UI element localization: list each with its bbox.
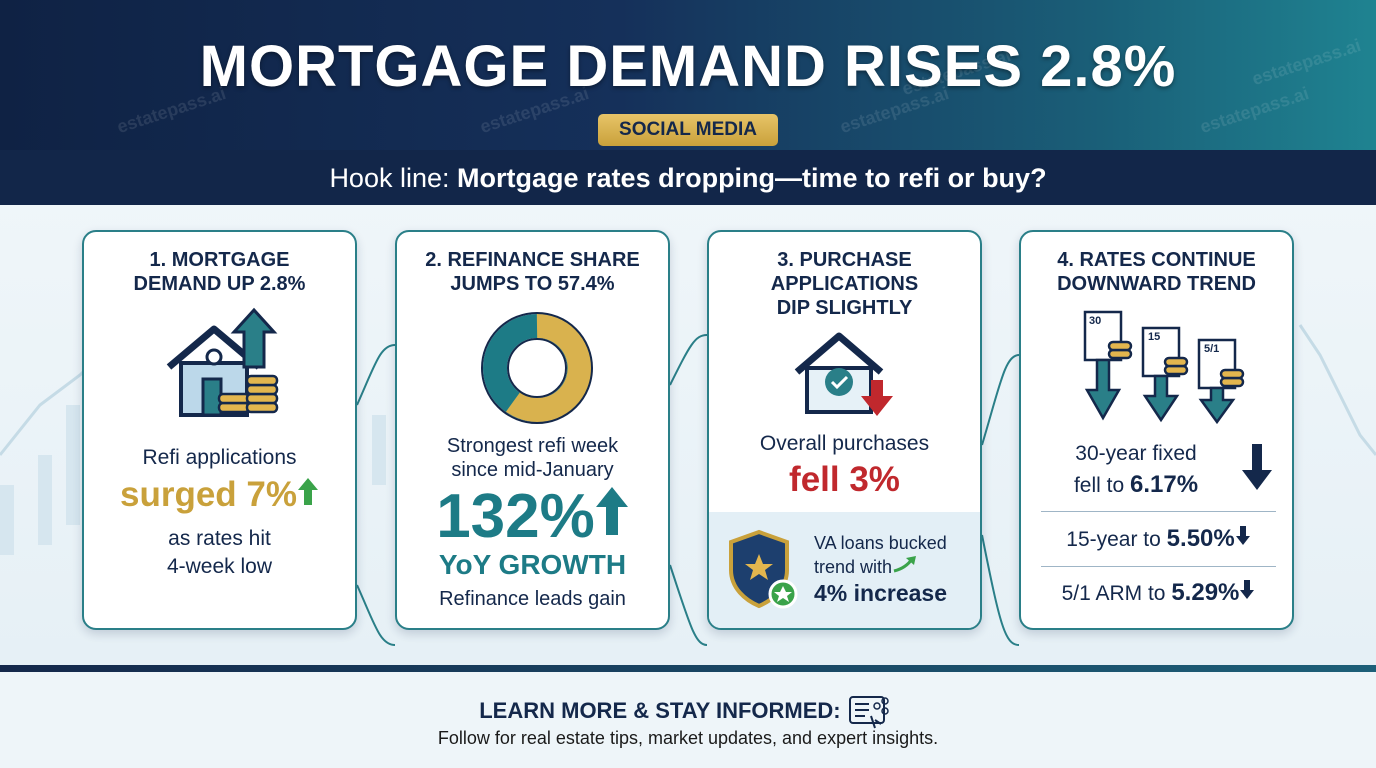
- highlight-line: surged 7%: [84, 475, 355, 515]
- callout-text: VA loans bucked: [814, 533, 947, 553]
- card-text: Overall purchases: [759, 432, 930, 455]
- rate-docs-icon: [1083, 310, 1245, 425]
- big-stat-line: 132%: [397, 484, 668, 550]
- card-title: 1. MORTGAGE: [149, 249, 290, 271]
- up-arrow: [298, 478, 318, 505]
- card-title: APPLICATIONS: [770, 273, 919, 295]
- divider: [1041, 511, 1276, 512]
- card-note: Refinance leads gain: [439, 588, 626, 610]
- trend-arrow: [893, 556, 917, 573]
- house-icon: [166, 307, 279, 417]
- rate-value: 5.29%: [1171, 579, 1240, 606]
- card: 1. MORTGAGE DEMAND UP 2.8% Refi applicat…: [82, 230, 357, 630]
- doc-label: 15: [1148, 331, 1161, 343]
- hook-line: Hook line: Mortgage rates dropping—time …: [0, 158, 1376, 198]
- rate-label: fell to: [1073, 474, 1125, 497]
- card-title: DEMAND UP 2.8%: [133, 273, 306, 295]
- rate-value: 5.50%: [1166, 525, 1235, 552]
- down-arrow: [1240, 580, 1255, 599]
- doc-label: 5/1: [1204, 343, 1220, 355]
- card-text: since mid-January: [451, 459, 614, 481]
- card-title: JUMPS TO 57.4%: [450, 273, 615, 295]
- house-check-icon: [794, 332, 893, 416]
- big-stat-label: YoY GROWTH: [438, 549, 627, 580]
- share-icon: [848, 696, 889, 729]
- divider: [1041, 566, 1276, 567]
- hook-label: Hook line:: [329, 163, 450, 193]
- card-title: 3. PURCHASE: [777, 249, 912, 271]
- up-arrow: [595, 487, 628, 535]
- card: 4. RATES CONTINUE DOWNWARD TREND 30 15 5…: [1019, 230, 1294, 630]
- rate-label: 5/1 ARM to: [1061, 582, 1166, 605]
- card: 3. PURCHASE APPLICATIONS DIP SLIGHTLY Ov…: [707, 230, 982, 630]
- card-text: Refi applications: [142, 446, 297, 469]
- card-title: DOWNWARD TREND: [1057, 273, 1256, 295]
- down-arrow: [1235, 526, 1250, 545]
- card-text: Strongest refi week: [446, 435, 619, 457]
- footer-heading-line: LEARN MORE & STAY INFORMED:: [0, 694, 1376, 730]
- card-text: as rates hit: [168, 527, 271, 550]
- footer-text: Follow for real estate tips, market upda…: [437, 728, 939, 748]
- badge: SOCIAL MEDIA: [598, 114, 778, 146]
- callout-panel: VA loans bucked trend with 4% increase: [709, 512, 980, 628]
- card-text: 4-week low: [166, 555, 273, 578]
- rate-line: 5/1 ARM to 5.29%: [1021, 578, 1292, 609]
- main-title: MORTGAGE DEMAND RISES 2.8%: [199, 34, 1177, 99]
- highlight: surged 7%: [120, 475, 297, 514]
- rate-line: 15-year to 5.50%: [1021, 524, 1292, 555]
- doc-label: 30: [1029, 315, 1101, 327]
- rate-line: fell to 6.17%: [1021, 470, 1251, 501]
- hook-band: Hook line: Mortgage rates dropping—time …: [0, 150, 1376, 205]
- hook-text: Mortgage rates dropping—time to refi or …: [457, 163, 1047, 193]
- donut-icon: [481, 312, 593, 424]
- rate-label: 30-year fixed: [1075, 442, 1197, 465]
- footer-heading: LEARN MORE & STAY INFORMED:: [479, 697, 841, 723]
- doc-label: 30: [1089, 315, 1102, 327]
- card: 2. REFINANCE SHARE JUMPS TO 57.4% Strong…: [395, 230, 670, 630]
- footer: LEARN MORE & STAY INFORMED: Follow for r…: [0, 672, 1376, 768]
- callout-text: trend with: [814, 557, 893, 577]
- highlight: fell 3%: [789, 460, 900, 499]
- header: estatepass.ai estatepass.ai estatepass.a…: [0, 0, 1376, 150]
- callout-bold: 4% increase: [814, 580, 947, 606]
- footer-divider: [0, 665, 1376, 672]
- rate-label: 15-year to: [1066, 528, 1161, 551]
- shield-icon: [729, 529, 798, 609]
- card-title: 4. RATES CONTINUE: [1057, 249, 1256, 271]
- card-title: 2. REFINANCE SHARE: [425, 249, 640, 271]
- big-stat: 132%: [436, 482, 595, 551]
- callout-text: trend with: [814, 555, 920, 579]
- card-title: DIP SLIGHTLY: [776, 297, 913, 319]
- down-arrow: [1242, 444, 1272, 490]
- rate-value: 6.17%: [1129, 471, 1199, 498]
